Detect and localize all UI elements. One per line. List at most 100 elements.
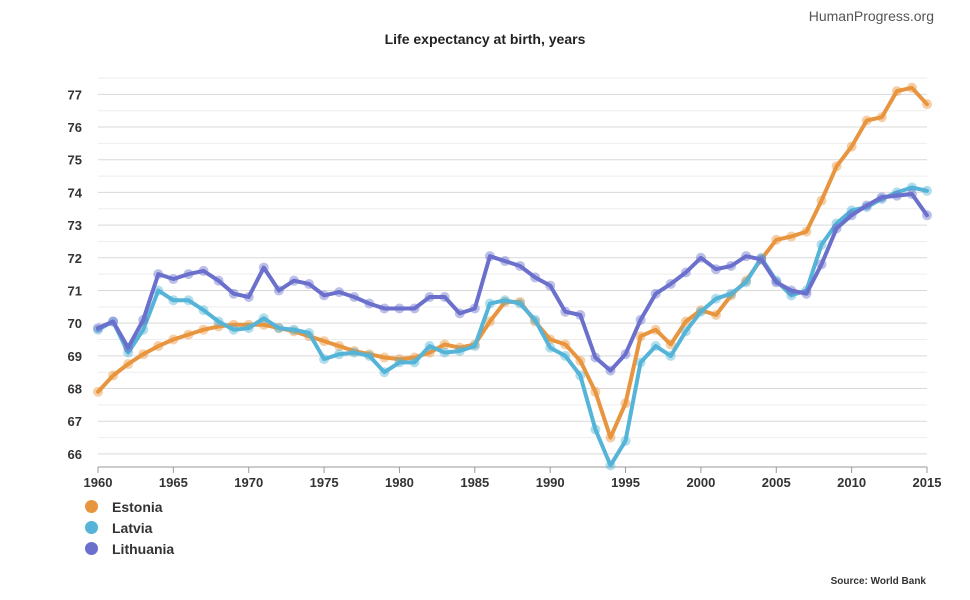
data-point[interactable] xyxy=(575,370,586,381)
data-point[interactable] xyxy=(198,305,209,316)
data-point[interactable] xyxy=(816,239,827,250)
data-point[interactable] xyxy=(665,350,676,361)
data-point[interactable] xyxy=(620,349,631,360)
data-point[interactable] xyxy=(228,324,239,335)
data-point[interactable] xyxy=(499,256,510,267)
data-point[interactable] xyxy=(349,347,360,358)
data-point[interactable] xyxy=(545,342,556,353)
data-point[interactable] xyxy=(710,309,721,320)
data-point[interactable] xyxy=(635,314,646,325)
data-point[interactable] xyxy=(183,295,194,306)
data-point[interactable] xyxy=(560,350,571,361)
data-point[interactable] xyxy=(93,323,103,334)
data-point[interactable] xyxy=(786,231,797,242)
data-point[interactable] xyxy=(846,210,857,221)
data-point[interactable] xyxy=(710,293,721,304)
data-point[interactable] xyxy=(319,354,330,365)
data-point[interactable] xyxy=(258,313,269,324)
data-point[interactable] xyxy=(304,327,315,338)
data-point[interactable] xyxy=(922,185,932,196)
data-point[interactable] xyxy=(198,324,209,335)
data-point[interactable] xyxy=(741,277,752,288)
data-point[interactable] xyxy=(590,424,601,435)
data-point[interactable] xyxy=(288,275,299,286)
data-point[interactable] xyxy=(680,326,691,337)
data-point[interactable] xyxy=(288,324,299,335)
data-point[interactable] xyxy=(424,292,435,303)
data-point[interactable] xyxy=(680,316,691,327)
data-point[interactable] xyxy=(756,254,767,265)
data-point[interactable] xyxy=(605,432,616,443)
data-point[interactable] xyxy=(665,278,676,289)
data-point[interactable] xyxy=(379,352,390,363)
data-point[interactable] xyxy=(771,277,782,288)
data-point[interactable] xyxy=(379,367,390,378)
data-point[interactable] xyxy=(183,329,194,340)
data-point[interactable] xyxy=(575,309,586,320)
data-point[interactable] xyxy=(726,288,737,299)
data-point[interactable] xyxy=(439,347,450,358)
data-point[interactable] xyxy=(454,308,465,319)
data-point[interactable] xyxy=(831,161,842,172)
data-point[interactable] xyxy=(605,365,616,376)
data-point[interactable] xyxy=(484,298,495,309)
data-point[interactable] xyxy=(710,264,721,275)
data-point[interactable] xyxy=(243,323,254,334)
data-point[interactable] xyxy=(861,200,872,211)
data-point[interactable] xyxy=(590,386,601,397)
data-point[interactable] xyxy=(650,288,661,299)
data-point[interactable] xyxy=(906,189,917,200)
data-point[interactable] xyxy=(439,339,450,350)
data-point[interactable] xyxy=(801,288,812,299)
data-point[interactable] xyxy=(108,370,119,381)
data-point[interactable] xyxy=(469,341,480,352)
data-point[interactable] xyxy=(605,460,616,471)
data-point[interactable] xyxy=(168,334,179,345)
data-point[interactable] xyxy=(801,226,812,237)
data-point[interactable] xyxy=(379,303,390,314)
data-point[interactable] xyxy=(394,357,405,368)
data-point[interactable] xyxy=(680,267,691,278)
data-point[interactable] xyxy=(891,190,902,201)
data-point[interactable] xyxy=(741,251,752,262)
data-point[interactable] xyxy=(771,234,782,245)
data-point[interactable] xyxy=(620,435,631,446)
data-point[interactable] xyxy=(213,275,224,286)
data-point[interactable] xyxy=(138,349,149,360)
data-point[interactable] xyxy=(138,314,149,325)
data-point[interactable] xyxy=(168,295,179,306)
legend-item-estonia[interactable]: Estonia xyxy=(85,496,174,517)
data-point[interactable] xyxy=(334,287,345,298)
data-point[interactable] xyxy=(590,352,601,363)
data-point[interactable] xyxy=(364,350,375,361)
data-point[interactable] xyxy=(831,223,842,234)
data-point[interactable] xyxy=(424,341,435,352)
data-point[interactable] xyxy=(906,82,917,93)
data-point[interactable] xyxy=(620,398,631,409)
data-point[interactable] xyxy=(364,298,375,309)
data-point[interactable] xyxy=(258,262,269,273)
data-point[interactable] xyxy=(530,272,541,283)
data-point[interactable] xyxy=(168,274,179,285)
data-point[interactable] xyxy=(650,324,661,335)
data-point[interactable] xyxy=(319,336,330,347)
data-point[interactable] xyxy=(906,182,917,193)
data-point[interactable] xyxy=(650,341,661,352)
data-point[interactable] xyxy=(213,316,224,327)
data-point[interactable] xyxy=(319,290,330,301)
data-point[interactable] xyxy=(560,339,571,350)
data-point[interactable] xyxy=(560,306,571,317)
data-point[interactable] xyxy=(183,269,194,280)
data-point[interactable] xyxy=(726,260,737,271)
data-point[interactable] xyxy=(876,192,887,203)
data-point[interactable] xyxy=(499,295,510,306)
data-point[interactable] xyxy=(153,341,164,352)
data-point[interactable] xyxy=(349,292,360,303)
data-point[interactable] xyxy=(515,298,526,309)
data-point[interactable] xyxy=(123,359,134,370)
data-point[interactable] xyxy=(153,269,164,280)
data-point[interactable] xyxy=(484,251,495,262)
data-point[interactable] xyxy=(695,306,706,317)
data-point[interactable] xyxy=(530,314,541,325)
data-point[interactable] xyxy=(891,86,902,97)
